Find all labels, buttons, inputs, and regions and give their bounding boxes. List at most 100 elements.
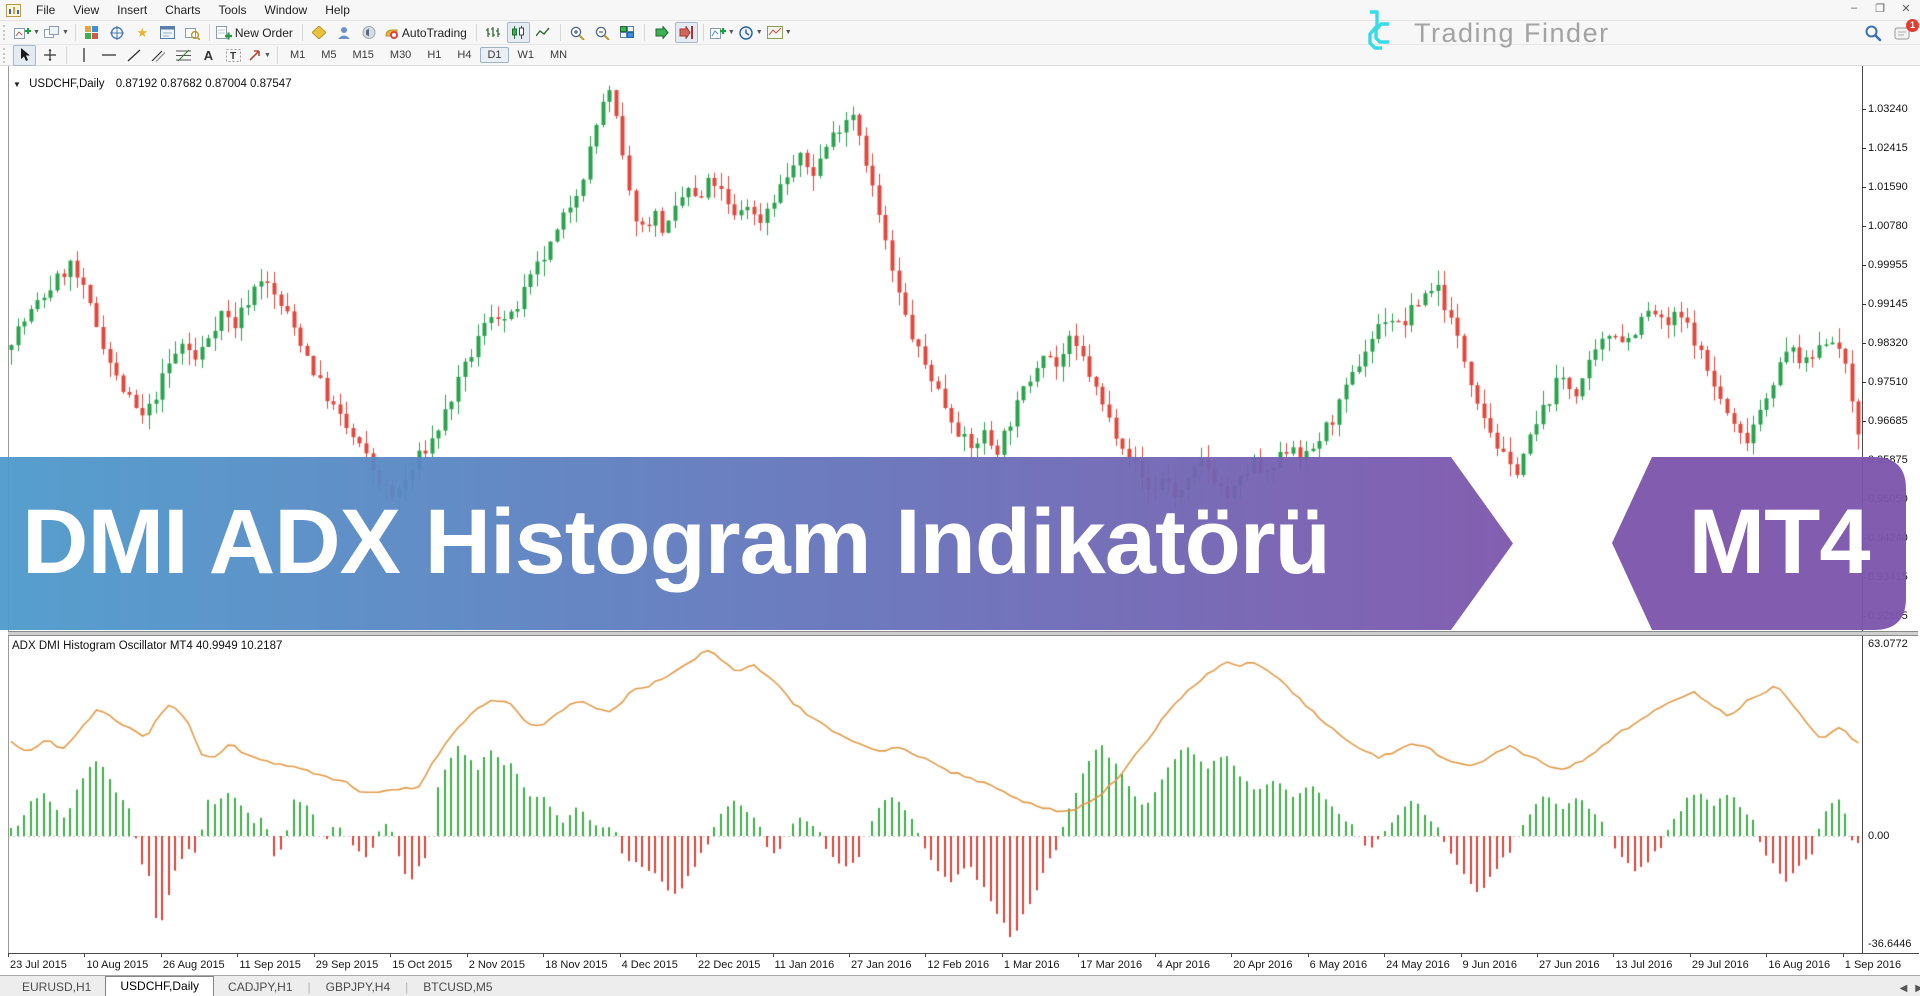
tester-button[interactable]: [181, 22, 204, 43]
text-button[interactable]: A: [197, 45, 220, 66]
date-axis[interactable]: 23 Jul 2015 10 Aug 2015 26 Aug 2015 11 Sep …: [8, 953, 1919, 976]
tile-windows-icon: [620, 26, 635, 39]
navigator-button[interactable]: [106, 22, 129, 43]
line-chart-button[interactable]: [532, 22, 555, 43]
timeframe-button-mn[interactable]: MN: [550, 49, 568, 61]
date-axis-label: 11 Jan 2016: [774, 959, 835, 971]
chevron-down-icon[interactable]: ▼: [264, 51, 271, 59]
periods-button[interactable]: ▼: [738, 22, 764, 43]
chart-tab-eurusd[interactable]: EURUSD,H1: [22, 980, 92, 994]
trendline-button[interactable]: [122, 45, 145, 66]
minimize-button[interactable]: –: [1850, 2, 1858, 14]
date-axis-label: 9 Jun 2016: [1462, 959, 1517, 971]
menu-item-insert[interactable]: Insert: [117, 3, 148, 17]
shapes-button[interactable]: ▼: [247, 45, 272, 66]
chart-tab-usdchf[interactable]: USDCHF,Daily: [105, 976, 215, 996]
chevron-down-icon[interactable]: ▼: [61, 29, 69, 36]
experts-button[interactable]: [333, 22, 356, 43]
chevron-down-icon[interactable]: ▼: [727, 29, 735, 36]
timeframe-button-m15[interactable]: M15: [352, 49, 374, 61]
new-order-button[interactable]: New Order: [215, 22, 297, 43]
menu-item-charts[interactable]: Charts: [165, 3, 201, 17]
chart-tab-btcusd[interactable]: BTCUSD,M5: [423, 980, 493, 994]
hline-button[interactable]: [97, 45, 120, 66]
tab-scroll-right-icon[interactable]: ▶: [1915, 983, 1920, 994]
search-icon[interactable]: [1864, 24, 1882, 47]
date-axis-tick: [313, 954, 315, 957]
chart-shift-button[interactable]: [674, 22, 698, 43]
cursor-button[interactable]: [13, 44, 36, 66]
price-axis-label: 1.00780: [1868, 220, 1908, 232]
notification-icon[interactable]: 1: [1894, 19, 1919, 46]
mt4-app-icon: [6, 4, 21, 17]
timeframe-button-m1[interactable]: M1: [289, 49, 306, 61]
timeframe-button-m30[interactable]: M30: [389, 49, 412, 61]
favorites-button[interactable]: ★: [131, 22, 154, 43]
restore-button[interactable]: ❐: [1875, 3, 1885, 15]
menu-items: File View Insert Charts Tools Window Help: [27, 0, 359, 20]
auto-scroll-button[interactable]: [650, 22, 673, 43]
toolbar-separator: [208, 24, 210, 41]
ohlc-values: 0.87192 0.87682 0.87004 0.87547: [115, 78, 292, 90]
adx-dmi-histogram-panel[interactable]: [8, 640, 1862, 953]
candle-chart-button[interactable]: [506, 22, 530, 43]
chevron-down-icon[interactable]: ▼: [33, 29, 40, 36]
bar-chart-button[interactable]: [482, 22, 505, 43]
banner-title: DMI ADX Histogram Indikatörü: [22, 491, 1330, 593]
indicator-axis-label: 63.0772: [1868, 638, 1908, 650]
toolbar-grip[interactable]: [3, 47, 8, 63]
menu-item-help[interactable]: Help: [325, 3, 350, 17]
vline-button[interactable]: [72, 45, 95, 66]
crosshair-button[interactable]: [38, 45, 61, 66]
date-axis-tick: [1231, 954, 1233, 957]
chevron-down-icon[interactable]: ▼: [784, 29, 792, 36]
toolbar-grip[interactable]: [3, 25, 8, 40]
menu-item-window[interactable]: Window: [264, 3, 308, 17]
metaeditor-icon: [312, 26, 327, 39]
indicators-button[interactable]: ▼: [709, 22, 736, 43]
auto-scroll-icon: [654, 26, 669, 39]
chevron-down-icon[interactable]: ▼: [755, 29, 763, 36]
date-axis-label: 6 May 2016: [1309, 959, 1368, 971]
price-axis-label: 0.98320: [1868, 337, 1908, 349]
menu-item-view[interactable]: View: [73, 3, 100, 17]
terminal-button[interactable]: [156, 22, 179, 43]
timeframe-button-w1[interactable]: W1: [517, 49, 535, 61]
timeframe-button-m5[interactable]: M5: [321, 49, 337, 61]
zoom-out-button[interactable]: [591, 22, 614, 43]
timeframe-button-h1[interactable]: H1: [427, 49, 442, 61]
chart-tab-cadjpy[interactable]: CADJPY,H1: [228, 980, 293, 994]
profiles-button[interactable]: ▼: [43, 22, 70, 43]
subwindow-splitter[interactable]: [8, 631, 1918, 636]
autotrading-button[interactable]: AutoTrading: [383, 22, 471, 43]
fibonacci-button[interactable]: [172, 45, 195, 66]
market-watch-button[interactable]: [81, 22, 104, 43]
date-axis-tick: [1842, 954, 1844, 957]
templates-button[interactable]: ▼: [766, 22, 793, 43]
price-axis-label: 0.97510: [1868, 376, 1908, 388]
zoom-in-button[interactable]: [566, 22, 589, 43]
menu-item-file[interactable]: File: [36, 3, 56, 17]
tile-windows-button[interactable]: [616, 22, 639, 43]
menu-item-tools[interactable]: Tools: [218, 3, 247, 17]
chevron-down-icon[interactable]: ▼: [13, 80, 21, 89]
timeframe-button-d1[interactable]: D1: [480, 47, 509, 63]
timeframe-button-h4[interactable]: H4: [457, 49, 472, 61]
metaeditor-button[interactable]: [308, 22, 331, 43]
date-axis-tick: [1154, 954, 1156, 957]
tab-scroll-left-icon[interactable]: ◀: [1899, 983, 1908, 994]
new-chart-button[interactable]: ▼: [13, 22, 41, 43]
close-button[interactable]: ✕: [1901, 3, 1911, 15]
date-axis-tick: [1307, 954, 1309, 957]
date-axis-tick: [925, 954, 927, 957]
label-icon: T: [226, 48, 241, 62]
label-button[interactable]: T: [222, 45, 245, 66]
sounds-button[interactable]: [358, 22, 381, 43]
new-order-label: New Order: [234, 25, 293, 40]
toolbar-separator: [276, 46, 278, 64]
chart-tab-gbpjpy[interactable]: GBPJPY,H4: [325, 980, 391, 994]
channel-button[interactable]: [147, 45, 170, 66]
chart-title: ▼ USDCHF,Daily 0.87192 0.87682 0.87004 0…: [13, 78, 292, 90]
date-axis-tick: [1689, 954, 1691, 957]
